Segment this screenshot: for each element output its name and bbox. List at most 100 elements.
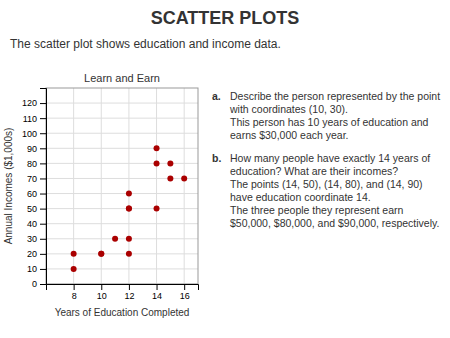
tick: 40	[27, 219, 46, 229]
points	[71, 145, 188, 272]
grid-line	[46, 253, 198, 254]
point	[98, 251, 104, 257]
tick: 10	[97, 284, 107, 301]
point	[126, 191, 132, 197]
tick-label: 70	[27, 174, 37, 184]
annotation-line: education? What are their incomes?	[230, 165, 398, 177]
tick-label: 8	[72, 291, 77, 301]
tick: 60	[27, 189, 46, 199]
tick-mark	[40, 254, 46, 255]
tick: 70	[27, 174, 46, 184]
tick-label: 50	[27, 204, 37, 214]
point	[71, 266, 77, 272]
tick: 110	[23, 114, 46, 124]
annotation-label: a.	[212, 90, 221, 102]
point	[181, 175, 187, 181]
tick-mark	[184, 284, 185, 290]
annotation-label: b.	[212, 152, 221, 164]
tick: 90	[27, 144, 46, 154]
grid-line	[184, 88, 185, 284]
tick-mark	[40, 178, 46, 179]
tick-mark	[74, 284, 75, 290]
point	[112, 236, 118, 242]
tick: 12	[124, 284, 134, 301]
y-axis-line	[40, 89, 47, 285]
grid-line	[46, 193, 198, 194]
tick: 20	[27, 249, 46, 259]
annotation-line: The three people they represent earn	[230, 204, 404, 216]
point	[126, 236, 132, 242]
tick-label: 80	[27, 159, 37, 169]
tick: 10	[27, 264, 46, 274]
tick-mark	[157, 284, 158, 290]
annotation-line: The points (14, 50), (14, 80), and (14, …	[230, 178, 423, 190]
point	[71, 251, 77, 257]
annotation-line: have education coordinate 14.	[230, 191, 371, 203]
tick-label: 14	[152, 291, 162, 301]
point	[126, 206, 132, 212]
tick-label: 20	[27, 249, 37, 259]
tick: 0	[32, 279, 46, 289]
tick-label: 100	[22, 129, 37, 139]
tick-mark	[101, 284, 102, 290]
point	[167, 160, 173, 166]
tick: 50	[27, 204, 46, 214]
tick-label: 110	[23, 114, 37, 124]
grid-line	[46, 178, 198, 179]
point	[126, 206, 132, 212]
grid-line	[46, 238, 198, 239]
point	[98, 251, 104, 257]
tick-mark	[40, 194, 46, 195]
point	[154, 145, 160, 151]
tick-label: 12	[124, 291, 134, 301]
tick-label: 40	[27, 219, 37, 229]
annotation-line: with coordinates (10, 30).	[229, 103, 348, 115]
y-axis-label: Annual Incomes ($1,000s)	[3, 128, 14, 245]
tick-label: 30	[27, 234, 37, 244]
y-axis: 0 10 20 30 40 50 60 70 80 90 100 110 120	[22, 89, 47, 290]
plot-frame	[46, 88, 198, 284]
tick: 30	[27, 234, 46, 244]
tick-mark	[40, 118, 46, 119]
tick: 120	[22, 98, 46, 108]
annotation-line: How many people have exactly 14 years of	[230, 152, 430, 164]
annotation-line: This person has 10 years of education an…	[230, 116, 429, 128]
subtitle: The scatter plot shows education and inc…	[10, 37, 281, 51]
point	[167, 175, 173, 181]
grid-line	[46, 133, 198, 134]
annotation-line: Describe the person represented by the p…	[230, 90, 440, 102]
x-axis-line	[47, 285, 199, 291]
annotation-line: earns $30,000 each year.	[230, 129, 349, 141]
tick-label: 0	[32, 279, 37, 289]
tick-mark	[40, 209, 46, 210]
grid-line	[46, 103, 198, 104]
tick-mark	[40, 163, 46, 164]
tick-mark	[129, 284, 130, 290]
tick: 80	[27, 159, 46, 169]
point	[154, 160, 160, 166]
tick-label: 10	[27, 264, 37, 274]
tick-mark	[40, 284, 46, 285]
chart: SCATTER PLOTS The scatter plot shows educ…	[0, 0, 450, 338]
grid-line	[46, 208, 198, 209]
tick-label: 10	[97, 291, 107, 301]
tick-mark	[40, 133, 46, 134]
grid-line	[46, 268, 198, 269]
grid-line	[156, 88, 157, 284]
annotation-line: $50,000, $80,000, and $90,000, respectiv…	[230, 217, 439, 229]
tick: 16	[180, 284, 190, 301]
tick: 8	[72, 284, 77, 301]
tick-mark	[40, 103, 46, 104]
chart-title: Learn and Earn	[84, 72, 160, 84]
tick: 100	[22, 129, 46, 139]
tick-label: 16	[180, 291, 190, 301]
x-axis: 8 10 12 14 16	[47, 284, 199, 301]
title: SCATTER PLOTS	[151, 8, 300, 28]
grid-line	[46, 223, 198, 224]
tick-mark	[40, 224, 46, 225]
tick-mark	[40, 148, 46, 149]
tick-label: 120	[22, 98, 37, 108]
tick-label: 60	[27, 189, 37, 199]
point	[126, 251, 132, 257]
x-axis-label: Years of Education Completed	[55, 307, 190, 318]
